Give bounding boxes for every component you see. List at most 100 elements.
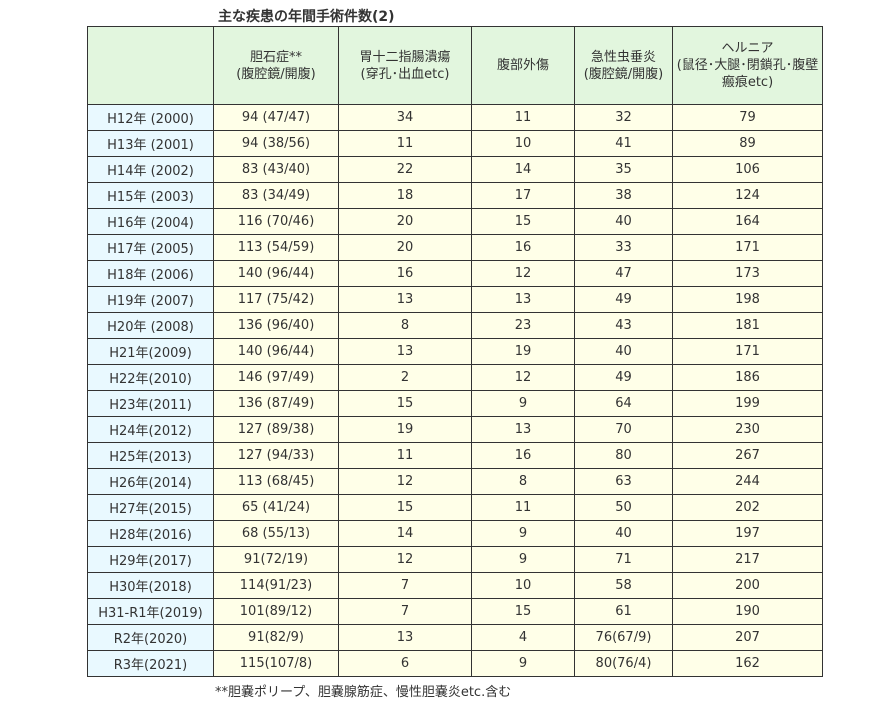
value-cell: 91(72/19): [213, 546, 339, 573]
year-cell: H15年 (2003): [87, 182, 214, 209]
value-cell: 7: [338, 572, 472, 599]
value-cell: 63: [574, 468, 673, 495]
value-cell: 113 (54/59): [213, 234, 339, 261]
column-header-trauma: 腹部外傷: [471, 26, 575, 105]
value-cell: 35: [574, 156, 673, 183]
value-cell: 10: [471, 572, 575, 599]
table-row: H23年(2011) 136 (87/49) 15 9 64 199: [87, 390, 823, 417]
value-cell: 181: [672, 312, 823, 339]
column-header-sub: (腹腔鏡/開腹): [583, 66, 664, 82]
value-cell: 43: [574, 312, 673, 339]
value-cell: 61: [574, 598, 673, 625]
value-cell: 41: [574, 130, 673, 157]
column-header-name: 急性虫垂炎: [590, 49, 656, 65]
year-cell: H13年 (2001): [87, 130, 214, 157]
value-cell: 65 (41/24): [213, 494, 339, 521]
value-cell: 34: [338, 104, 472, 131]
value-cell: 47: [574, 260, 673, 287]
value-cell: 8: [338, 312, 472, 339]
value-cell: 11: [338, 130, 472, 157]
value-cell: 40: [574, 520, 673, 547]
year-cell: H27年(2015): [87, 494, 214, 521]
value-cell: 40: [574, 208, 673, 235]
value-cell: 14: [471, 156, 575, 183]
value-cell: 83 (43/40): [213, 156, 339, 183]
value-cell: 127 (89/38): [213, 416, 339, 443]
year-cell: H23年(2011): [87, 390, 214, 417]
table-row: H12年 (2000) 94 (47/47) 34 11 32 79: [87, 104, 823, 131]
year-cell: H16年 (2004): [87, 208, 214, 235]
value-cell: 14: [338, 520, 472, 547]
value-cell: 199: [672, 390, 823, 417]
value-cell: 15: [471, 208, 575, 235]
table-row: H14年 (2002) 83 (43/40) 22 14 35 106: [87, 156, 823, 183]
value-cell: 19: [338, 416, 472, 443]
value-cell: 190: [672, 598, 823, 625]
value-cell: 116 (70/46): [213, 208, 339, 235]
year-cell: R2年(2020): [87, 624, 214, 651]
value-cell: 7: [338, 598, 472, 625]
value-cell: 13: [338, 624, 472, 651]
year-cell: H30年(2018): [87, 572, 214, 599]
year-cell: H17年 (2005): [87, 234, 214, 261]
year-cell: H25年(2013): [87, 442, 214, 469]
column-header-name: 腹部外傷: [496, 58, 549, 73]
table-row: H18年 (2006) 140 (96/44) 16 12 47 173: [87, 260, 823, 287]
table-row: R3年(2021) 115(107/8) 6 9 80(76/4) 162: [87, 650, 823, 677]
table-row: H24年(2012) 127 (89/38) 19 13 70 230: [87, 416, 823, 443]
value-cell: 12: [338, 546, 472, 573]
value-cell: 186: [672, 364, 823, 391]
value-cell: 16: [471, 442, 575, 469]
value-cell: 114(91/23): [213, 572, 339, 599]
table-row: H26年(2014) 113 (68/45) 12 8 63 244: [87, 468, 823, 495]
year-cell: H29年(2017): [87, 546, 214, 573]
value-cell: 198: [672, 286, 823, 313]
column-header-name: 胆石症**: [249, 49, 302, 65]
value-cell: 13: [338, 338, 472, 365]
value-cell: 80: [574, 442, 673, 469]
value-cell: 58: [574, 572, 673, 599]
value-cell: 94 (47/47): [213, 104, 339, 131]
value-cell: 10: [471, 130, 575, 157]
value-cell: 68 (55/13): [213, 520, 339, 547]
table-row: H25年(2013) 127 (94/33) 11 16 80 267: [87, 442, 823, 469]
value-cell: 94 (38/56): [213, 130, 339, 157]
value-cell: 9: [471, 546, 575, 573]
table-row: H16年 (2004) 116 (70/46) 20 15 40 164: [87, 208, 823, 235]
value-cell: 12: [471, 260, 575, 287]
value-cell: 13: [471, 286, 575, 313]
value-cell: 207: [672, 624, 823, 651]
value-cell: 164: [672, 208, 823, 235]
column-header-name: 胃十二指腸潰瘍: [359, 49, 451, 65]
value-cell: 127 (94/33): [213, 442, 339, 469]
value-cell: 71: [574, 546, 673, 573]
year-cell: H12年 (2000): [87, 104, 214, 131]
table-row: H30年(2018) 114(91/23) 7 10 58 200: [87, 572, 823, 599]
table-row: H27年(2015) 65 (41/24) 15 11 50 202: [87, 494, 823, 521]
value-cell: 9: [471, 390, 575, 417]
value-cell: 9: [471, 520, 575, 547]
value-cell: 80(76/4): [574, 650, 673, 677]
value-cell: 32: [574, 104, 673, 131]
table-row: H29年(2017) 91(72/19) 12 9 71 217: [87, 546, 823, 573]
year-cell: H14年 (2002): [87, 156, 214, 183]
value-cell: 50: [574, 494, 673, 521]
value-cell: 89: [672, 130, 823, 157]
year-cell: H26年(2014): [87, 468, 214, 495]
year-cell: H18年 (2006): [87, 260, 214, 287]
value-cell: 197: [672, 520, 823, 547]
footnote: **胆嚢ポリープ、胆嚢腺筋症、慢性胆嚢炎etc.含む: [215, 685, 512, 700]
table-row: H31-R1年(2019) 101(89/12) 7 15 61 190: [87, 598, 823, 625]
value-cell: 13: [338, 286, 472, 313]
year-cell: H22年(2010): [87, 364, 214, 391]
column-header-ulcer: 胃十二指腸潰瘍 (穿孔･出血etc): [338, 26, 472, 105]
value-cell: 11: [471, 494, 575, 521]
header-corner-cell: [87, 26, 214, 105]
value-cell: 12: [338, 468, 472, 495]
value-cell: 15: [338, 390, 472, 417]
value-cell: 64: [574, 390, 673, 417]
table-row: H28年(2016) 68 (55/13) 14 9 40 197: [87, 520, 823, 547]
table-row: H15年 (2003) 83 (34/49) 18 17 38 124: [87, 182, 823, 209]
value-cell: 91(82/9): [213, 624, 339, 651]
value-cell: 4: [471, 624, 575, 651]
